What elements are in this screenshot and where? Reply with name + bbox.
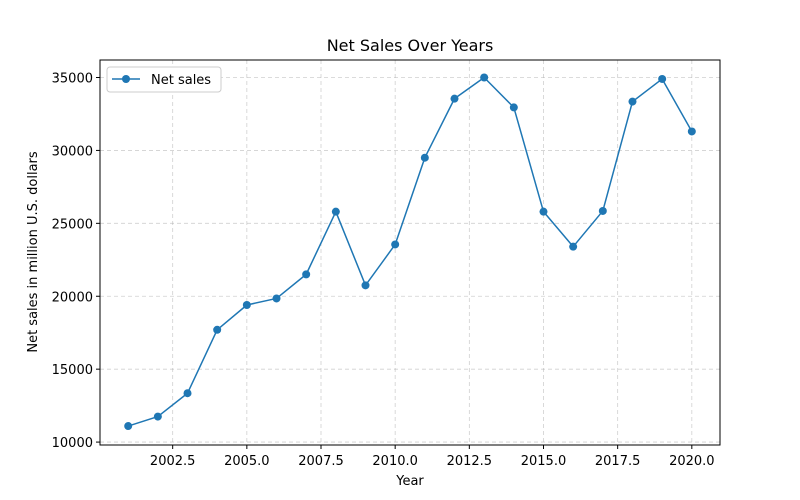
data-point [420, 153, 429, 162]
data-point [480, 73, 489, 82]
y-tick-label: 10000 [52, 436, 93, 451]
legend: Net sales [106, 66, 222, 93]
data-point [391, 240, 400, 249]
x-axis-label: Year [395, 474, 424, 489]
data-point [598, 206, 607, 215]
x-axis-ticks: 2002.5 2005.0 2007.5 2010.0 2012.5 2015.0 2017… [150, 445, 715, 469]
data-point [628, 97, 637, 106]
data-point [153, 412, 162, 421]
data-point [539, 207, 548, 216]
y-axis-ticks: 10000 15000 20000 25000 30000 35000 [52, 72, 100, 451]
x-tick-label: 2020.0 [669, 454, 715, 469]
x-tick-label: 2002.5 [150, 454, 196, 469]
grid-lines [100, 60, 720, 445]
data-point [213, 325, 222, 334]
legend-marker [122, 75, 130, 83]
x-tick-label: 2012.5 [447, 454, 493, 469]
y-tick-label: 20000 [52, 290, 93, 305]
series-line-net-sales [127, 76, 693, 427]
x-tick-label: 2005.0 [224, 454, 270, 469]
data-point [272, 294, 281, 303]
y-tick-label: 35000 [52, 72, 93, 87]
data-point [509, 103, 518, 112]
data-point [569, 242, 578, 251]
x-tick-label: 2015.0 [521, 454, 567, 469]
data-point [331, 207, 340, 216]
data-point [302, 270, 311, 279]
data-point [124, 422, 133, 431]
data-point [687, 127, 696, 136]
x-tick-label: 2017.5 [595, 454, 641, 469]
legend-entry-net-sales: Net sales [151, 73, 211, 88]
data-point [450, 94, 459, 103]
x-tick-label: 2010.0 [372, 454, 418, 469]
data-point [658, 74, 667, 83]
data-point [361, 281, 370, 290]
y-tick-label: 30000 [52, 144, 93, 159]
x-tick-label: 2007.5 [298, 454, 344, 469]
legend-box [106, 66, 222, 93]
y-axis-label: Net sales in million U.S. dollars [26, 151, 41, 353]
plot-frame [99, 59, 721, 446]
data-point [242, 301, 251, 309]
y-tick-label: 25000 [52, 217, 93, 232]
chart-title: Net Sales Over Years [327, 36, 494, 55]
series-group [124, 73, 696, 431]
y-tick-label: 15000 [52, 363, 93, 378]
data-point [183, 389, 192, 398]
